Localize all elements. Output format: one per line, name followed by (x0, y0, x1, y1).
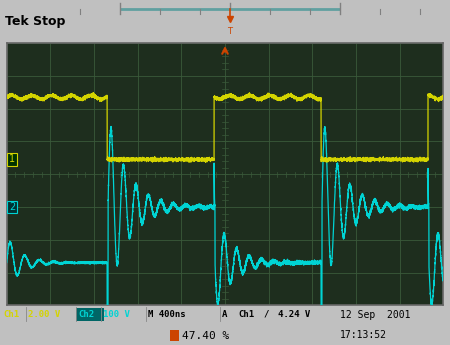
Text: /: / (264, 309, 270, 318)
Text: 2.00 V: 2.00 V (28, 309, 60, 318)
Text: A: A (222, 309, 227, 318)
Text: T: T (228, 27, 233, 36)
Text: M 400ns: M 400ns (148, 309, 185, 318)
Bar (76, 308, 104, 322)
Text: Ch2: Ch2 (78, 309, 94, 318)
Text: Tek Stop: Tek Stop (5, 15, 65, 28)
Text: 47.40 %: 47.40 % (182, 331, 229, 341)
Text: 17:13:52: 17:13:52 (340, 330, 387, 340)
Bar (170, 330, 179, 341)
Text: 12 Sep  2001: 12 Sep 2001 (340, 310, 410, 320)
Text: Ch1: Ch1 (238, 309, 254, 318)
Text: 100 V: 100 V (103, 309, 130, 318)
Text: 2: 2 (9, 202, 15, 212)
Text: Ch1: Ch1 (3, 309, 19, 318)
Text: 1: 1 (9, 155, 15, 165)
Text: 4.24 V: 4.24 V (278, 309, 310, 318)
